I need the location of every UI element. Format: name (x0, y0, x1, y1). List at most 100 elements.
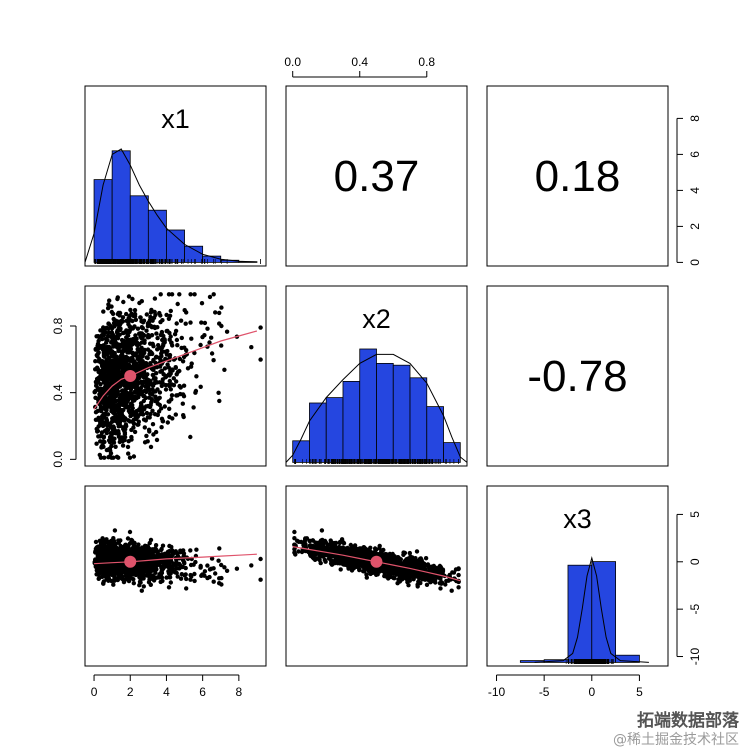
scatter-point (100, 439, 106, 444)
scatter-point (116, 404, 122, 410)
scatter-point (111, 339, 116, 344)
scatter-point (163, 349, 168, 354)
scatter-point (292, 529, 297, 535)
scatter-point (150, 575, 156, 580)
scatter-point (398, 576, 403, 581)
scatter-point (171, 376, 176, 381)
scatter-point (139, 390, 145, 396)
scatter-point (222, 565, 227, 570)
scatter-point (119, 318, 124, 323)
scatter-point (213, 310, 218, 315)
scatter-point (118, 545, 124, 550)
scatter-point (180, 392, 186, 397)
scatter-point (114, 367, 119, 373)
scatter-point (158, 292, 163, 297)
scatter-point (167, 543, 172, 549)
scatter-point (127, 572, 133, 578)
scatter-point (433, 580, 438, 585)
scatter-point (161, 333, 166, 339)
scatter-point (142, 440, 148, 445)
scatter-point (169, 559, 174, 564)
density-curve (285, 353, 468, 463)
scatter-point (134, 567, 139, 572)
panel-r2-c3: -0.78 (486, 285, 669, 467)
scatter-point (107, 298, 112, 303)
scatter-point (104, 420, 109, 425)
scatter-point (124, 423, 129, 429)
scatter-point (111, 332, 116, 338)
scatter-point (121, 566, 127, 571)
scatter-point (109, 304, 114, 309)
scatter-point (105, 306, 111, 311)
scatter-point (95, 365, 100, 370)
scatter-point (159, 425, 164, 430)
correlation-value: 0.37 (334, 152, 420, 201)
scatter-point (348, 562, 353, 567)
scatter-point (193, 559, 198, 565)
scatter-point (135, 385, 140, 391)
scatter-point (153, 312, 158, 318)
scatter-point (178, 318, 184, 323)
scatter-point (155, 347, 160, 352)
scatter-point (103, 382, 109, 387)
scatter-point (174, 379, 179, 384)
scatter-point (129, 547, 134, 552)
scatter-point (145, 372, 150, 377)
scatter-point (224, 568, 230, 573)
panel-frame (486, 285, 669, 467)
scatter-point (124, 318, 129, 323)
scatter-point (113, 570, 119, 575)
scatter-point (160, 377, 165, 382)
scatter-point (114, 363, 119, 368)
scatter-point (129, 427, 134, 433)
scatter-point (199, 320, 204, 325)
scatter-point (112, 372, 118, 377)
scatter-point (113, 375, 119, 381)
scatter-point (116, 348, 121, 354)
scatter-point (178, 576, 184, 581)
scatter-point (153, 563, 158, 569)
scatter-point (433, 565, 438, 570)
scatter-point (117, 567, 122, 572)
scatter-point (209, 335, 214, 340)
scatter-point (192, 571, 197, 577)
scatter-point (178, 548, 183, 553)
scatter-point (133, 340, 138, 345)
scatter-point (110, 436, 115, 441)
panel-r1-c3: 0.18 (486, 85, 669, 267)
scatter-point (157, 364, 163, 369)
scatter-point (118, 437, 123, 442)
scatter-point (122, 431, 128, 437)
scatter-point (137, 364, 142, 370)
scatter-point (118, 418, 123, 423)
scatter-point (162, 563, 168, 568)
scatter-point (249, 345, 254, 350)
center-point (124, 370, 137, 382)
scatter-point (183, 321, 188, 326)
scatter-point (130, 296, 135, 302)
panel-frame (285, 285, 468, 467)
scatter-point (167, 313, 173, 318)
scatter-point (107, 370, 113, 376)
scatter-point (147, 387, 152, 393)
scatter-point (118, 326, 123, 331)
scatter-point (100, 336, 105, 342)
scatter-point (153, 398, 158, 404)
scatter-point (131, 313, 136, 319)
histogram-bar (129, 195, 149, 263)
scatter-point (333, 540, 339, 546)
scatter-point (105, 363, 110, 368)
scatter-point (98, 422, 103, 428)
scatter-point (129, 393, 134, 398)
scatter-point (101, 540, 107, 545)
scatter-point (156, 343, 161, 348)
scatter-point (101, 343, 106, 349)
histogram-bar (184, 245, 204, 263)
scatter-points (292, 528, 461, 593)
scatter-point (119, 388, 125, 394)
scatter-point (147, 317, 153, 323)
scatter-point (93, 347, 99, 352)
scatter-point (99, 408, 104, 414)
scatter-point (184, 576, 189, 582)
scatter-point (104, 544, 109, 550)
